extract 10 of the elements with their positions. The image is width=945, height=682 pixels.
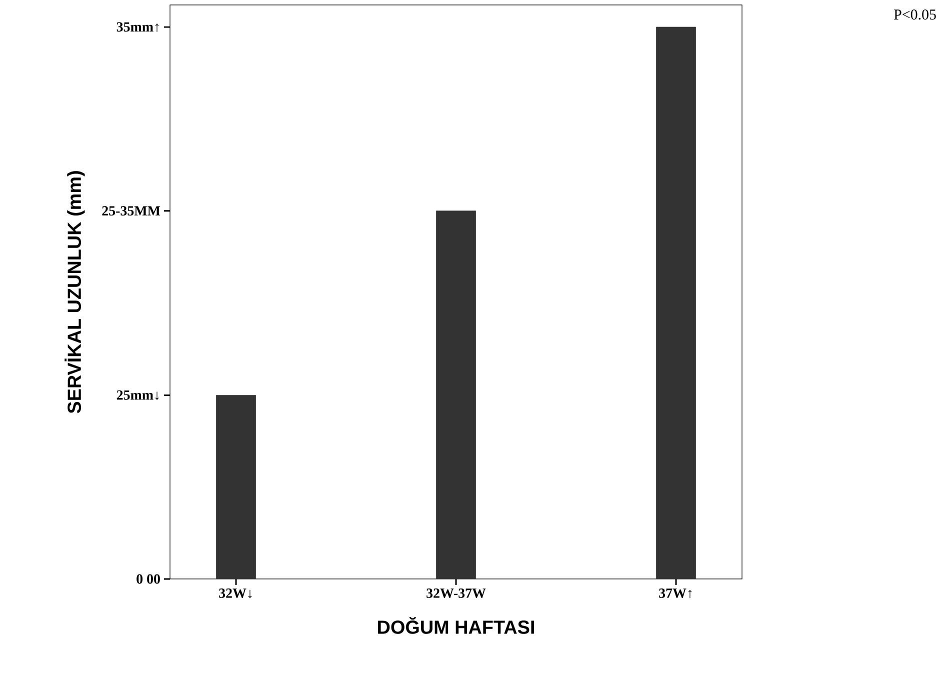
text: 0 00: [136, 574, 160, 584]
x-tick-label: 32W-37W: [426, 588, 486, 598]
text: P<0.05: [894, 10, 936, 20]
x-tick-label: 37W↑: [659, 588, 692, 598]
x-axis-title: DOĞUM HAFTASI: [378, 617, 534, 634]
x-tick-label: 32W↓: [219, 588, 252, 598]
text: 25mm↓: [116, 390, 159, 400]
y-axis-title: SERVİKAL UZUNLUK (mm): [64, 171, 85, 414]
text: 35mm↑: [116, 22, 159, 32]
text: 25-35MM: [102, 206, 160, 216]
